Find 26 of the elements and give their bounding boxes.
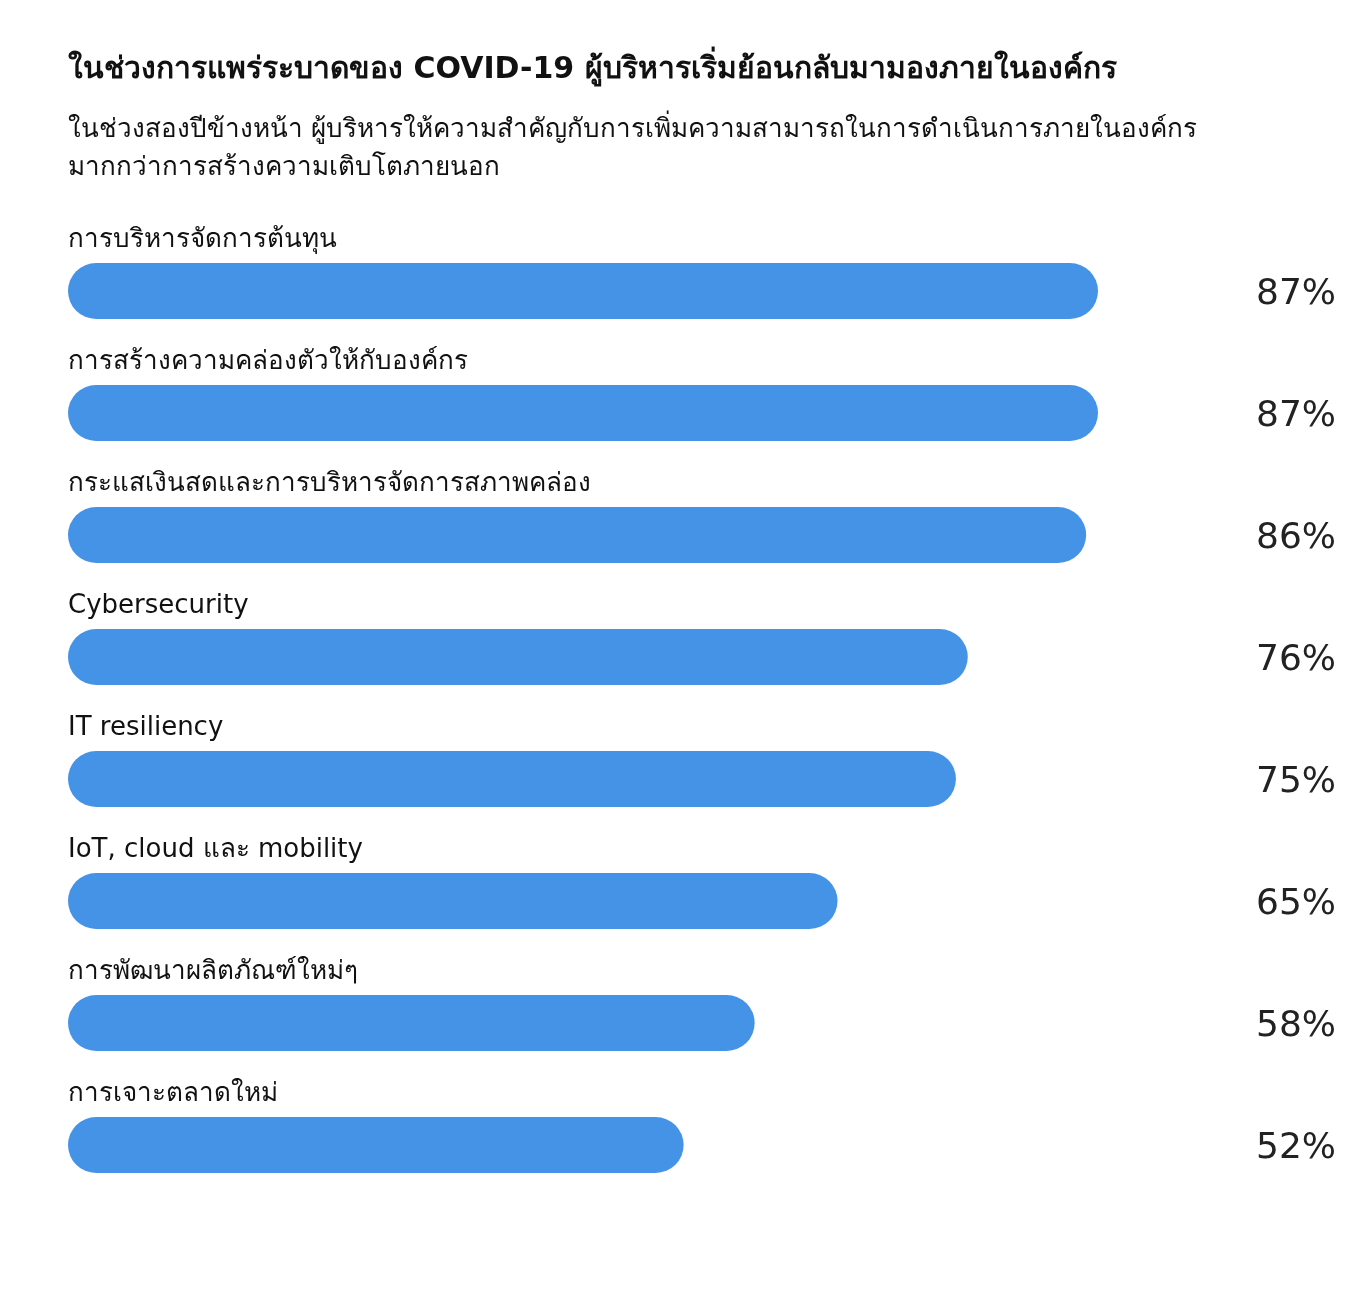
chart-title: ในช่วงการแพร่ระบาดของ COVID-19 ผู้บริหารเริ่มย้อนกลับมามองภายในองค์กร [68, 45, 1118, 89]
data-label: 65% [1255, 881, 1336, 922]
y-tick-label: การบริหารจัดการต้นทุน [68, 223, 337, 254]
chart-subtitle: ในช่วงสองปีข้างหน้า ผู้บริหารให้ความสำคัญกับการเพิ่มความสามารถในการดำเนินการภายในองค์กร มากกว่าการสร้างความเติบโตภายนอก [68, 109, 1199, 183]
y-tick-label: กระแสเงินสดและการบริหารจัดการสภาพคล่อง [68, 467, 591, 497]
bar [68, 873, 838, 929]
data-label: 76% [1255, 637, 1336, 678]
bar [68, 507, 1087, 563]
y-tick-label: IoT, cloud และ mobility [68, 833, 363, 863]
bar [68, 751, 956, 807]
data-label: 52% [1255, 1125, 1336, 1166]
data-label: 75% [1255, 759, 1336, 800]
y-tick-label: การสร้างความคล่องตัวให้กับองค์กร [68, 345, 468, 375]
bar [68, 1117, 684, 1173]
data-label: 58% [1255, 1003, 1336, 1044]
data-label: 86% [1255, 515, 1336, 556]
bar [68, 629, 968, 685]
y-tick-label: IT resiliency [68, 711, 224, 741]
y-tick-label: Cybersecurity [68, 589, 249, 619]
bar [68, 263, 1098, 319]
bar [68, 995, 755, 1051]
y-tick-label: การพัฒนาผลิตภัณฑ์ใหม่ๆ [68, 955, 358, 985]
bar [68, 385, 1098, 441]
data-label: 87% [1255, 393, 1336, 434]
y-tick-label: การเจาะตลาดใหม่ [68, 1077, 278, 1107]
data-label: 87% [1255, 271, 1336, 312]
